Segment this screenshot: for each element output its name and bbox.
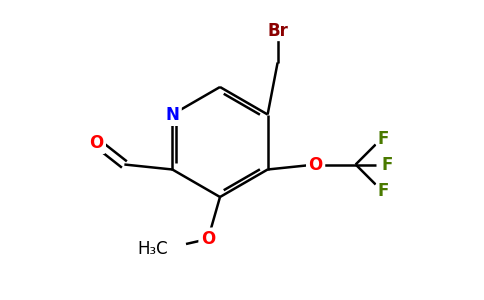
Text: Br: Br — [267, 22, 288, 40]
Text: F: F — [378, 182, 389, 200]
Text: O: O — [89, 134, 104, 152]
Text: F: F — [382, 155, 393, 173]
Text: O: O — [308, 155, 323, 173]
Text: O: O — [201, 230, 215, 248]
Text: F: F — [378, 130, 389, 148]
Text: H₃C: H₃C — [137, 240, 168, 258]
Text: N: N — [166, 106, 179, 124]
